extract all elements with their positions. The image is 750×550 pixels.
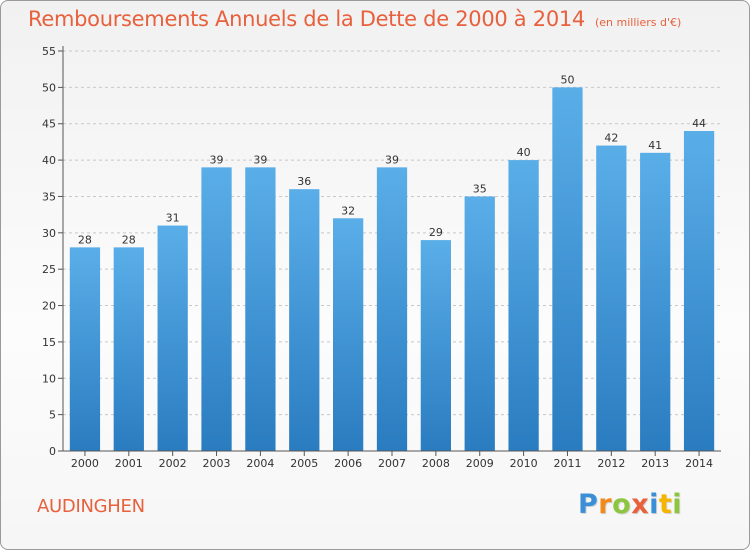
bar-2010[interactable] <box>508 160 539 451</box>
bar-2011[interactable] <box>552 87 583 451</box>
logo-letter: t <box>658 489 673 520</box>
data-labels: 28 28 31 39 39 36 32 39 29 35 40 50 42 41 44 <box>78 73 706 246</box>
x-tick-label-2005: 2005 <box>290 457 318 470</box>
x-tick-label-2009: 2009 <box>466 457 494 470</box>
bars <box>69 87 715 451</box>
x-tick-label-2000: 2000 <box>71 457 99 470</box>
value-label-2013: 41 <box>648 139 662 152</box>
logo-letter: x <box>631 489 650 520</box>
logo-letter: i <box>649 489 659 520</box>
value-label-2000: 28 <box>78 233 92 246</box>
x-tick-label-2014: 2014 <box>685 457 713 470</box>
value-label-2009: 35 <box>473 182 487 195</box>
y-tick-label: 5 <box>49 409 56 422</box>
value-label-2014: 44 <box>692 117 706 130</box>
x-tick-label-2003: 2003 <box>203 457 231 470</box>
chart-unit-note: (en milliers d'€) <box>595 16 682 29</box>
y-tick-label: 25 <box>42 263 56 276</box>
bar-2002[interactable] <box>157 225 188 451</box>
x-tick-label-2001: 2001 <box>115 457 143 470</box>
axes: 0 5 10 15 20 25 30 35 40 45 50 55 2000 2001 2002 2003 20… <box>42 45 721 470</box>
bar-2000[interactable] <box>69 247 101 451</box>
x-tick-label-2011: 2011 <box>553 457 581 470</box>
value-label-2001: 28 <box>122 233 136 246</box>
y-tick-label: 10 <box>42 372 56 385</box>
y-tick-label: 50 <box>42 81 56 94</box>
y-tick-label: 15 <box>42 336 56 349</box>
bar-2013[interactable] <box>640 152 671 451</box>
x-tick-label-2008: 2008 <box>422 457 450 470</box>
proxiti-logo[interactable]: Proxiti <box>578 489 682 520</box>
x-tick-label-2004: 2004 <box>246 457 274 470</box>
bar-2006[interactable] <box>332 218 364 451</box>
value-label-2010: 40 <box>517 146 531 159</box>
x-tick-label-2010: 2010 <box>510 457 538 470</box>
x-tick-label-2007: 2007 <box>378 457 406 470</box>
y-tick-label: 0 <box>49 445 56 458</box>
y-tick-label: 35 <box>42 190 56 203</box>
x-tick-label-2002: 2002 <box>159 457 187 470</box>
logo-letter: o <box>612 489 632 520</box>
chart-title-text: Remboursements Annuels de la Dette de 20… <box>28 7 585 31</box>
value-label-2008: 29 <box>429 226 443 239</box>
y-tick-label: 45 <box>42 118 56 131</box>
bar-2008[interactable] <box>420 240 452 451</box>
y-tick-label: 55 <box>42 45 56 58</box>
value-label-2003: 39 <box>210 153 224 166</box>
value-label-2007: 39 <box>385 153 399 166</box>
value-label-2004: 39 <box>253 153 267 166</box>
logo-letter: i <box>672 489 683 520</box>
logo-letter: r <box>598 489 613 520</box>
y-tick-label: 40 <box>42 154 56 167</box>
x-tick-label-2013: 2013 <box>641 457 669 470</box>
value-label-2002: 31 <box>166 212 180 225</box>
bar-2005[interactable] <box>289 189 320 451</box>
value-label-2012: 42 <box>604 132 618 145</box>
commune-name: AUDINGHEN <box>37 496 145 517</box>
chart-title: Remboursements Annuels de la Dette de 20… <box>28 7 681 31</box>
value-label-2011: 50 <box>560 73 574 86</box>
bar-2004[interactable] <box>245 167 276 451</box>
bar-2001[interactable] <box>113 247 144 451</box>
bar-2007[interactable] <box>376 167 408 451</box>
y-tick-label: 30 <box>42 227 56 240</box>
x-tick-label-2012: 2012 <box>597 457 625 470</box>
x-tick-label-2006: 2006 <box>334 457 362 470</box>
y-tick-label: 20 <box>42 300 56 313</box>
bar-2003[interactable] <box>201 167 232 451</box>
bar-2009[interactable] <box>464 196 495 451</box>
logo-letter: P <box>578 489 599 520</box>
value-label-2006: 32 <box>341 204 355 217</box>
bar-2014[interactable] <box>683 131 715 451</box>
bar-2012[interactable] <box>596 145 627 451</box>
value-label-2005: 36 <box>297 175 311 188</box>
